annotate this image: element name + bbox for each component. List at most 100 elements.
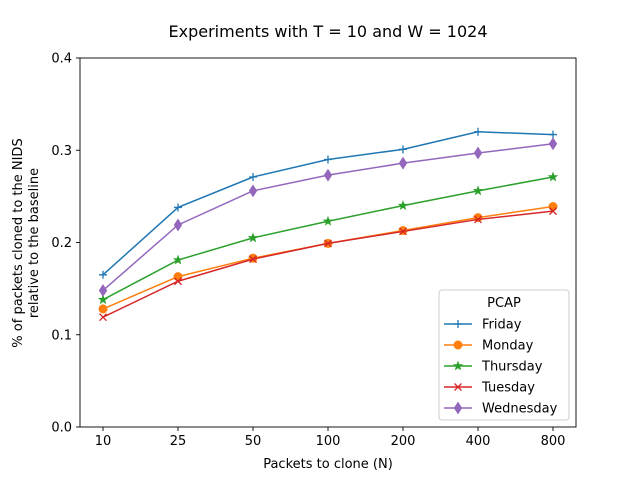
plus-marker-shape xyxy=(454,320,462,328)
diamond-marker-shape xyxy=(323,168,333,182)
data-point xyxy=(248,184,258,198)
legend-marker xyxy=(454,320,462,328)
data-point xyxy=(472,185,484,196)
diamond-marker-shape xyxy=(98,284,108,297)
x-tick-label: 200 xyxy=(391,434,416,449)
data-point xyxy=(324,239,332,248)
diamond-marker-shape xyxy=(473,146,483,160)
data-point xyxy=(473,146,483,160)
circle-marker-shape xyxy=(98,304,108,314)
diamond-marker-shape xyxy=(548,137,558,151)
plot-area: 10 25 50 100 200 400 800 0.0 0.1 0.2 0.3 0.4 xyxy=(51,52,577,449)
star-marker-shape xyxy=(172,254,184,265)
star-marker-shape xyxy=(472,185,484,196)
star-marker-shape xyxy=(397,200,409,211)
series-thursday xyxy=(97,171,559,305)
data-point xyxy=(98,304,108,314)
y-axis-label-line-1: % of packets cloned to the NIDS xyxy=(11,138,26,347)
x-tick-label: 400 xyxy=(466,434,491,449)
plus-marker-shape xyxy=(399,145,407,154)
legend-item-tuesday: Tuesday xyxy=(444,381,535,396)
plus-marker-shape xyxy=(474,127,482,136)
diamond-marker-shape xyxy=(173,218,183,232)
x-marker-shape xyxy=(99,313,107,322)
legend-item-wednesday: Wednesday xyxy=(444,402,558,417)
data-point xyxy=(322,215,334,226)
data-point xyxy=(399,145,407,154)
circle-marker-shape xyxy=(453,340,463,350)
data-point xyxy=(549,130,557,139)
legend: PCAP Friday Monday Thursday Tuesday Wednesday xyxy=(438,289,570,421)
y-tick-label: 0.3 xyxy=(51,144,72,159)
star-marker-shape xyxy=(452,360,464,371)
data-point xyxy=(249,255,257,264)
data-point xyxy=(97,294,109,305)
diamond-marker-shape xyxy=(453,401,463,415)
data-point xyxy=(247,232,259,243)
data-point xyxy=(99,270,107,279)
data-point xyxy=(99,313,107,322)
legend-label: Thursday xyxy=(481,360,543,375)
data-point xyxy=(173,272,183,282)
star-marker-shape xyxy=(97,294,109,305)
y-tick-label: 0.2 xyxy=(51,236,72,251)
data-point xyxy=(397,200,409,211)
x-tick-label: 100 xyxy=(316,434,341,449)
star-marker-shape xyxy=(322,215,334,226)
data-point xyxy=(324,155,332,164)
diamond-marker-shape xyxy=(398,156,408,170)
data-point xyxy=(399,227,407,236)
data-point xyxy=(547,171,559,182)
data-point xyxy=(548,202,558,212)
data-point xyxy=(174,203,182,212)
y-tick-label: 0.4 xyxy=(51,52,72,67)
star-marker-shape xyxy=(247,232,259,243)
plus-marker-shape xyxy=(99,270,107,279)
data-point xyxy=(548,137,558,151)
legend-label: Friday xyxy=(482,318,522,333)
data-point xyxy=(549,207,557,216)
chart-title: Experiments with T = 10 and W = 1024 xyxy=(169,22,488,41)
x-marker-shape xyxy=(549,207,557,216)
plus-marker-shape xyxy=(324,155,332,164)
x-tick-label: 50 xyxy=(245,434,262,449)
legend-item-monday: Monday xyxy=(444,339,534,354)
data-point xyxy=(398,156,408,170)
x-axis-label: Packets to clone (N) xyxy=(263,457,393,472)
legend-label: Monday xyxy=(482,339,534,354)
data-point xyxy=(323,168,333,182)
diamond-marker-shape xyxy=(248,184,258,198)
legend-label: Wednesday xyxy=(482,402,558,417)
x-marker-shape xyxy=(454,383,462,391)
y-tick-label: 0.0 xyxy=(51,421,72,436)
data-point xyxy=(474,127,482,136)
plus-marker-shape xyxy=(249,173,257,182)
x-marker-shape xyxy=(249,255,257,264)
x-tick-label: 800 xyxy=(541,434,566,449)
y-tick-label: 0.1 xyxy=(51,328,72,343)
legend-marker xyxy=(453,401,463,415)
y-axis-label: % of packets cloned to the NIDS relative… xyxy=(11,138,42,347)
data-point xyxy=(173,218,183,232)
x-tick-label: 10 xyxy=(95,434,112,449)
legend-marker xyxy=(452,360,464,371)
star-marker-shape xyxy=(547,171,559,182)
legend-label: Tuesday xyxy=(481,381,535,396)
legend-item-thursday: Thursday xyxy=(444,360,543,375)
x-marker-shape xyxy=(324,239,332,248)
data-point xyxy=(474,215,482,224)
legend-marker xyxy=(454,383,462,391)
legend-item-friday: Friday xyxy=(444,318,522,333)
plus-marker-shape xyxy=(174,203,182,212)
plus-marker-shape xyxy=(549,130,557,139)
circle-marker-shape xyxy=(548,202,558,212)
x-tick-label: 25 xyxy=(170,434,187,449)
x-marker-shape xyxy=(474,215,482,224)
series-friday xyxy=(99,127,557,279)
legend-title: PCAP xyxy=(487,296,521,311)
data-point xyxy=(174,277,182,286)
y-axis-label-line-2: relative to the baseline xyxy=(27,168,42,318)
circle-marker-shape xyxy=(173,272,183,282)
